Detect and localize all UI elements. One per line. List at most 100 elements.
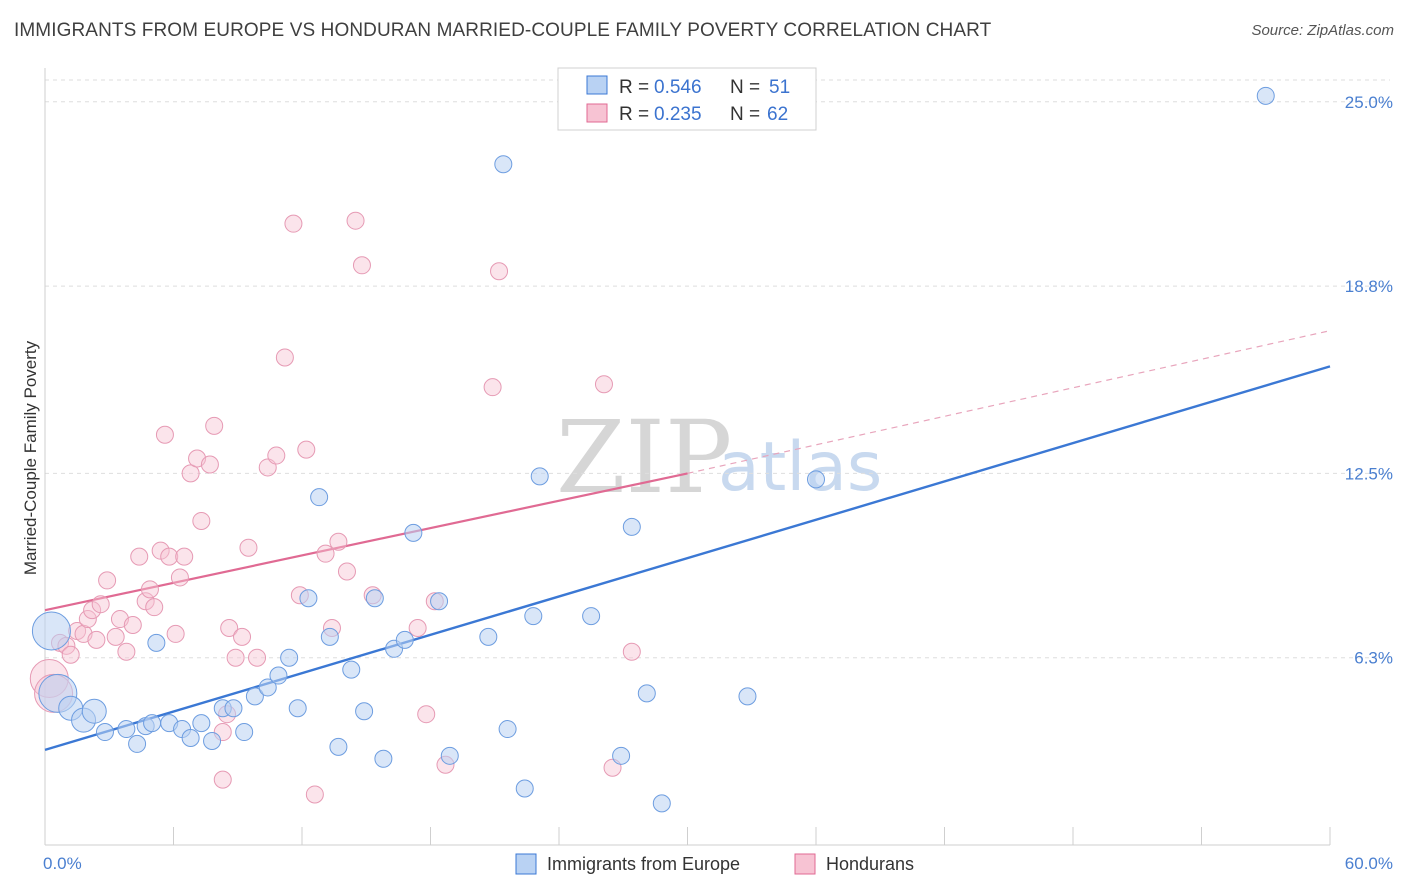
point-hondurans [78, 610, 97, 629]
legend-n-value-europe: 51 [769, 77, 790, 98]
point-hondurans [181, 464, 200, 483]
legend-n-label-hondurans: N = [730, 104, 760, 125]
point-hondurans [329, 532, 348, 551]
point-immigrants-from-europe [738, 687, 757, 706]
point-hondurans [233, 627, 252, 646]
point-immigrants-from-europe [524, 607, 543, 626]
point-immigrants-from-europe [147, 633, 166, 652]
point-hondurans [98, 571, 117, 590]
y-tick-labels: 6.3% 12.5% 18.8% 25.0% [1345, 93, 1393, 668]
legend-n-label-europe: N = [730, 77, 760, 98]
point-hondurans [226, 648, 245, 667]
point-immigrants-from-europe [128, 734, 147, 753]
point-immigrants-from-europe [181, 728, 200, 747]
bottom-legend-swatch-europe [515, 853, 537, 875]
point-hondurans [248, 648, 267, 667]
point-immigrants-from-europe [258, 678, 277, 697]
point-hondurans [220, 618, 239, 637]
point-immigrants-from-europe [652, 794, 671, 813]
legend-r-value-europe: 0.546 [654, 77, 702, 98]
point-immigrants-from-europe [203, 731, 222, 750]
point-hondurans [140, 580, 159, 599]
point-immigrants-from-europe [374, 749, 393, 768]
point-hondurans [91, 595, 110, 614]
point-hondurans [239, 538, 258, 557]
data-points [29, 86, 1275, 813]
point-hondurans [284, 214, 303, 233]
point-immigrants-from-europe [430, 592, 449, 611]
bottom-legend-label-europe: Immigrants from Europe [547, 854, 740, 874]
bottom-legend: Immigrants from Europe Hondurans [515, 853, 914, 875]
legend-swatch-hondurans [586, 103, 608, 123]
point-hondurans [205, 416, 224, 435]
point-immigrants-from-europe [807, 470, 825, 489]
point-hondurans [305, 785, 324, 804]
point-hondurans [160, 547, 179, 566]
point-hondurans [117, 642, 136, 661]
point-immigrants-from-europe [494, 155, 513, 174]
point-hondurans [267, 446, 286, 465]
point-immigrants-from-europe [479, 627, 498, 646]
trend-lines [44, 330, 1331, 752]
point-hondurans [337, 562, 356, 581]
point-hondurans [106, 627, 125, 646]
point-immigrants-from-europe [355, 702, 374, 721]
point-immigrants-from-europe [224, 699, 243, 718]
point-hondurans [175, 547, 194, 566]
legend-r-value-hondurans: 0.235 [654, 104, 702, 125]
bottom-legend-swatch-hondurans [794, 853, 816, 875]
point-hondurans [483, 378, 502, 397]
point-immigrants-from-europe [192, 714, 211, 733]
point-immigrants-from-europe [320, 627, 339, 646]
point-immigrants-from-europe [329, 737, 348, 756]
point-hondurans [166, 624, 185, 643]
point-immigrants-from-europe [269, 666, 288, 685]
y-tick-label: 25.0% [1345, 93, 1393, 112]
point-immigrants-from-europe [81, 698, 107, 724]
y-tick-label: 18.8% [1345, 277, 1393, 296]
legend-swatch-europe [586, 75, 608, 95]
chart-title: IMMIGRANTS FROM EUROPE VS HONDURAN MARRI… [14, 20, 992, 41]
point-immigrants-from-europe [395, 630, 414, 649]
point-immigrants-from-europe [310, 488, 329, 507]
x-tick-labels: 0.0% 60.0% [43, 854, 1393, 873]
bottom-legend-label-hondurans: Hondurans [826, 854, 914, 874]
point-immigrants-from-europe [622, 517, 641, 536]
point-immigrants-from-europe [440, 746, 459, 765]
y-tick-label: 6.3% [1354, 649, 1393, 668]
y-tick-label: 12.5% [1345, 464, 1393, 483]
point-hondurans [130, 547, 149, 566]
point-hondurans [123, 616, 142, 635]
point-hondurans [200, 455, 219, 474]
trend-line-hondurans [44, 472, 688, 612]
point-immigrants-from-europe [612, 746, 631, 765]
point-immigrants-from-europe [299, 589, 318, 608]
point-immigrants-from-europe [143, 714, 162, 733]
point-immigrants-from-europe [404, 523, 423, 542]
point-immigrants-from-europe [1256, 86, 1275, 105]
point-immigrants-from-europe [530, 467, 549, 486]
point-hondurans [408, 618, 427, 637]
point-immigrants-from-europe [235, 723, 254, 742]
point-immigrants-from-europe [342, 660, 361, 679]
point-hondurans [490, 262, 509, 281]
point-immigrants-from-europe [245, 687, 264, 706]
point-hondurans [316, 544, 335, 563]
point-hondurans [87, 630, 106, 649]
point-hondurans [192, 511, 211, 530]
axes [44, 68, 1331, 846]
point-hondurans [297, 440, 316, 459]
watermark-zip: ZIP [556, 399, 732, 516]
point-hondurans [213, 770, 232, 789]
point-immigrants-from-europe [288, 699, 307, 718]
point-immigrants-from-europe [582, 607, 601, 626]
y-axis-label: Married-Couple Family Poverty [21, 340, 40, 575]
point-hondurans [346, 211, 365, 230]
legend: R = 0.546 N = 51 R = 0.235 N = 62 [557, 67, 817, 131]
legend-r-label-hondurans: R = [619, 104, 649, 125]
point-hondurans [145, 598, 164, 617]
point-immigrants-from-europe [498, 720, 517, 739]
legend-r-label-europe: R = [619, 77, 649, 98]
watermark-atlas: atlas [718, 428, 882, 507]
